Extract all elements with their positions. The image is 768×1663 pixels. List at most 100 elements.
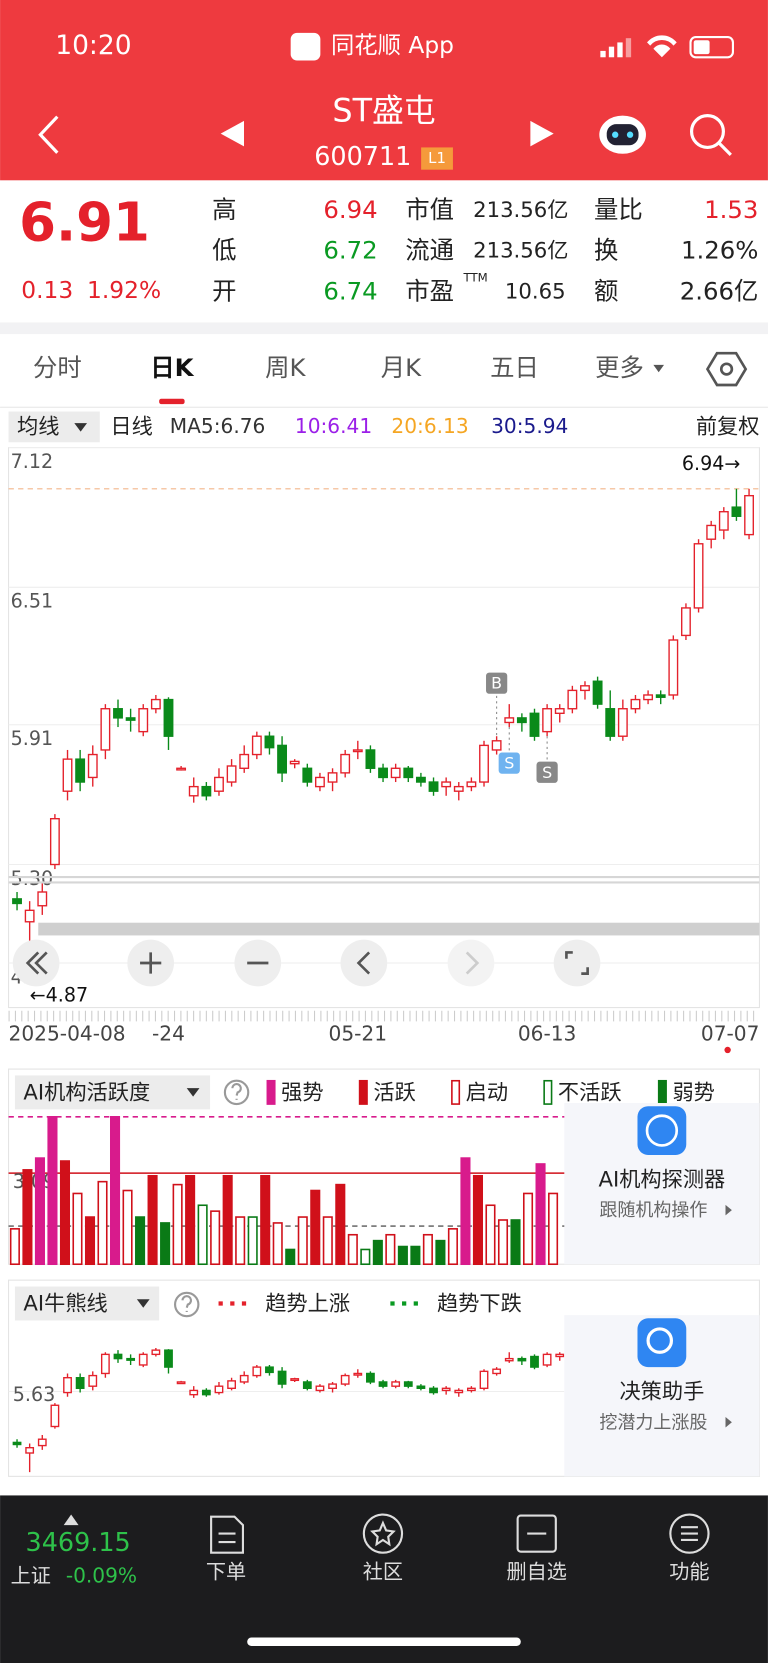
- candle-body: [340, 753, 351, 774]
- nav-item[interactable]: 社区: [363, 1559, 403, 1583]
- activity-bar: [84, 1216, 96, 1266]
- x-tick-label: 2025-04-08: [9, 1022, 126, 1046]
- candle-body: [125, 717, 136, 721]
- candle-body: [681, 607, 691, 637]
- prev-stock[interactable]: [220, 120, 245, 147]
- candle-body: [466, 1387, 476, 1392]
- activity-bar: [497, 1219, 509, 1266]
- bull-bear-chart: 5.63: [8, 1348, 565, 1473]
- activity-bar: [522, 1192, 534, 1266]
- candle-body: [100, 1353, 110, 1375]
- tab-active[interactable]: 日K: [150, 353, 194, 382]
- candle-body: [265, 1366, 274, 1374]
- activity-bar: [247, 1216, 258, 1266]
- legend-label: 启动: [466, 1080, 508, 1105]
- candle-body: [353, 1372, 363, 1376]
- arrow: [725, 1204, 732, 1216]
- search-button[interactable]: [689, 114, 732, 156]
- candle-body: [731, 506, 742, 517]
- nav-item[interactable]: 下单: [206, 1559, 246, 1583]
- status-time: 10:20: [55, 30, 131, 61]
- nav-item[interactable]: 功能: [669, 1559, 709, 1583]
- scroll-right[interactable]: [447, 939, 495, 987]
- stat-label: 市盈: [405, 277, 454, 306]
- signal-label: S: [504, 754, 514, 773]
- stat-value: 6.94: [323, 195, 377, 224]
- robot-button[interactable]: [599, 115, 646, 154]
- expand-caret[interactable]: [63, 1514, 79, 1526]
- activity-bar: [447, 1228, 458, 1266]
- candle-body: [643, 694, 654, 701]
- activity-bar: [210, 1210, 221, 1266]
- activity-bar: [22, 1169, 33, 1266]
- candle-body: [416, 1385, 426, 1389]
- tab[interactable]: 月K: [381, 353, 422, 382]
- candle-body: [201, 785, 212, 797]
- candle-body: [214, 776, 224, 792]
- ma5-label: MA5:6.76: [170, 414, 266, 438]
- app-icon: [290, 32, 321, 61]
- activity-bar: [435, 1239, 446, 1266]
- candle-body: [150, 698, 161, 710]
- indicator-menu[interactable]: [14, 1286, 160, 1321]
- candle-body: [542, 1353, 552, 1366]
- back-button[interactable]: [38, 115, 59, 154]
- tab[interactable]: 周K: [265, 353, 306, 382]
- fullscreen[interactable]: [553, 939, 601, 987]
- header-bg: [0, 0, 768, 181]
- activity-bar: [535, 1163, 546, 1266]
- help-button[interactable]: [223, 1079, 250, 1106]
- help-button[interactable]: [174, 1291, 200, 1318]
- stat-label: 换: [594, 235, 618, 264]
- candle-body: [693, 543, 704, 609]
- tabs: 分时 日K 周K 月K 五日 更多: [33, 353, 644, 382]
- candle-body: [340, 1374, 350, 1385]
- candle-body: [516, 717, 527, 724]
- side-icon: [637, 1318, 687, 1368]
- ma-menu[interactable]: [8, 411, 100, 443]
- quote-stats: 高 6.94 低 6.72 开 6.74 市值 213.56亿 流通 213.5…: [212, 195, 758, 306]
- candle-body: [176, 767, 187, 771]
- settings-button[interactable]: [705, 351, 748, 387]
- stat-label: 低: [212, 235, 236, 264]
- activity-bar: [310, 1189, 321, 1266]
- candle-body: [378, 767, 388, 779]
- stat-value: 213.56亿: [473, 238, 568, 263]
- app-name: 同花顺 App: [331, 31, 454, 59]
- low-annotation: ←4.87: [30, 983, 88, 1006]
- candle-body: [302, 1381, 312, 1389]
- activity-bar: [460, 1157, 471, 1266]
- candle-body: [113, 708, 123, 719]
- indicator-menu[interactable]: [14, 1075, 211, 1110]
- stat-value: 2.66亿: [680, 277, 759, 306]
- ma-menu-label: 均线: [17, 414, 59, 439]
- activity-bar: [360, 1248, 371, 1266]
- scroll-left[interactable]: [340, 939, 388, 987]
- side-icon-mark: [646, 1327, 674, 1354]
- activity-bar: [397, 1245, 408, 1266]
- candle-body: [529, 712, 540, 737]
- main-chart: 7.126.515.915.304.876.94→←4.872025-04-08…: [9, 447, 760, 1046]
- legend-label: 弱势: [672, 1080, 714, 1105]
- index-name: 上证: [11, 1564, 51, 1588]
- candle-body: [491, 740, 502, 751]
- activity-bar: [72, 1192, 83, 1266]
- activity-bar: [335, 1183, 346, 1266]
- stat-label: 量比: [594, 195, 643, 224]
- y-tick-label: 5.63: [13, 1383, 55, 1406]
- x-tick-label: 06-13: [518, 1022, 577, 1046]
- tab[interactable]: 分时: [33, 353, 82, 382]
- activity-bar: [235, 1216, 246, 1266]
- nav-item[interactable]: 删自选: [507, 1559, 567, 1583]
- next-stock[interactable]: [530, 120, 554, 147]
- adjust-label[interactable]: 前复权: [696, 414, 760, 439]
- tab[interactable]: 五日: [490, 353, 539, 382]
- activity-bar: [160, 1222, 171, 1266]
- activity-bar: [109, 1116, 121, 1266]
- dropdown-caret: [74, 423, 88, 432]
- tab[interactable]: 更多: [595, 353, 644, 382]
- high-annotation: 6.94→: [682, 452, 740, 475]
- candle-body: [668, 639, 679, 696]
- candle-body: [252, 1366, 262, 1377]
